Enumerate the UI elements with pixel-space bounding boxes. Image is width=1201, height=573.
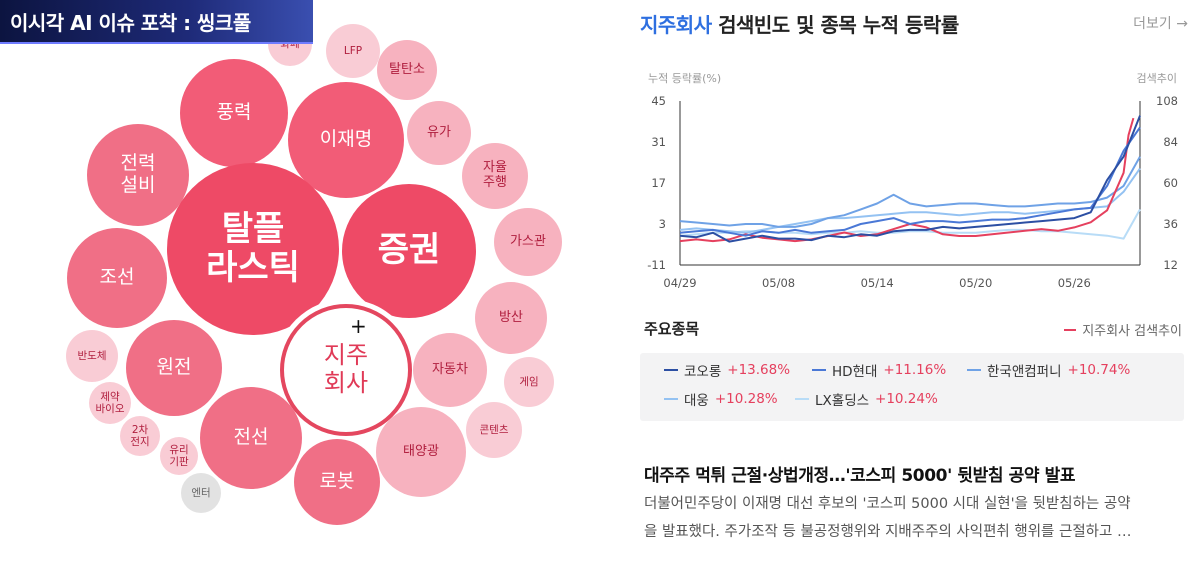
stock-name: HD현대	[832, 364, 878, 380]
y2-tick-label: 84	[1163, 135, 1178, 149]
x-tick-label: 05/20	[959, 276, 992, 290]
theme-bubble[interactable]: 방산	[475, 282, 547, 354]
stock-change: +10.74%	[1067, 362, 1131, 378]
theme-bubble[interactable]: 전력 설비	[87, 124, 189, 226]
stock-list: 코오롱 +13.68% HD현대 +11.16% 한국앤컴퍼니 +10.74% 대웅 +10.…	[640, 353, 1184, 421]
section-title: 주요종목	[644, 320, 700, 338]
search-frequency-chart: 누적 등락률(%) 검색추이 45 31 17 3 -11 108 84 60 36 12 04/29 0…	[647, 72, 1178, 290]
theme-bubble[interactable]: 태양광	[376, 407, 466, 497]
theme-bubble[interactable]: 전선	[200, 387, 302, 489]
panel-keyword: 지주회사	[640, 13, 712, 37]
series-line	[679, 115, 1141, 243]
y-tick-label: 45	[651, 94, 666, 108]
stock-change: +10.28%	[714, 391, 778, 407]
banner-title: 이시각 AI 이슈 포착 : 씽크풀	[10, 11, 251, 35]
theme-bubble[interactable]: 탈플 라스틱	[167, 163, 339, 335]
legend-label: 지주회사 검색추이	[1082, 324, 1182, 339]
stock-item[interactable]: 대웅 +10.28%	[664, 389, 778, 409]
theme-bubble[interactable]: 반도체	[66, 330, 118, 382]
stock-name: 한국앤컴퍼니	[987, 364, 1062, 380]
theme-bubble[interactable]: 가스관	[494, 208, 562, 276]
stock-item[interactable]: 코오롱 +13.68%	[664, 360, 790, 380]
y2-tick-label: 60	[1163, 176, 1178, 190]
stock-color-swatch	[664, 398, 678, 400]
y2-tick-label: 12	[1163, 258, 1178, 272]
theme-bubble[interactable]: 풍력	[180, 59, 288, 167]
stock-name: 대웅	[684, 393, 709, 409]
theme-bubble[interactable]: 제약 바이오	[89, 382, 131, 424]
stock-color-swatch	[664, 369, 678, 371]
search-trend-legend: 지주회사 검색추이	[1064, 320, 1182, 339]
x-tick-label: 05/26	[1058, 276, 1091, 290]
theme-bubble[interactable]: 유가	[407, 101, 471, 165]
news-body: 더불어민주당이 이재명 대선 후보의 '코스피 5000 시대 실현'을 뒷받침…	[644, 490, 1184, 546]
series-line	[679, 156, 1141, 228]
stock-item[interactable]: HD현대 +11.16%	[812, 360, 946, 380]
more-link[interactable]: 더보기 →	[1133, 16, 1188, 32]
y-axis-title: 누적 등락률(%)	[648, 72, 721, 85]
theme-bubble[interactable]: 콘텐츠	[466, 402, 522, 458]
panel-title-rest: 검색빈도 및 종목 누적 등락률	[711, 13, 959, 37]
mouse-cursor: +	[350, 314, 367, 338]
stock-color-swatch	[967, 369, 981, 371]
x-tick-label: 05/14	[861, 276, 894, 290]
y-tick-label: 3	[659, 217, 666, 231]
theme-bubble[interactable]: 엔터	[181, 473, 221, 513]
stock-name: 코오롱	[684, 364, 722, 380]
theme-bubble[interactable]: 탈탄소	[377, 40, 437, 100]
stock-item[interactable]: 한국앤컴퍼니 +10.74%	[967, 360, 1130, 380]
y2-tick-label: 36	[1163, 217, 1178, 231]
theme-bubble[interactable]: 자동차	[413, 333, 487, 407]
theme-detail-panel: 지주회사 검색빈도 및 종목 누적 등락률 더보기 → 누적 등락률(%) 검색추…	[640, 0, 1201, 573]
stock-color-swatch	[812, 369, 826, 371]
y-tick-label: 17	[651, 176, 666, 190]
theme-bubble[interactable]: 게임	[504, 357, 554, 407]
theme-bubble[interactable]: 로봇	[294, 439, 380, 525]
stock-change: +13.68%	[727, 362, 791, 378]
panel-title: 지주회사 검색빈도 및 종목 누적 등락률	[640, 9, 959, 38]
theme-bubble[interactable]: 이재명	[288, 82, 404, 198]
theme-bubble[interactable]: LFP	[326, 24, 380, 78]
x-tick-label: 05/08	[762, 276, 795, 290]
theme-bubble[interactable]: 지주 회사	[280, 304, 412, 436]
series-line	[679, 126, 1141, 237]
theme-bubble[interactable]: 2차 전지	[120, 416, 160, 456]
stock-change: +10.24%	[875, 391, 938, 407]
stock-color-swatch	[795, 398, 809, 400]
program-banner: 이시각 AI 이슈 포착 : 씽크풀	[0, 0, 313, 44]
x-tick-label: 04/29	[663, 276, 696, 290]
theme-bubble[interactable]: 자율 주행	[462, 143, 528, 209]
theme-bubble[interactable]: 원전	[126, 320, 222, 416]
stock-item[interactable]: LX홀딩스 +10.24%	[795, 389, 938, 409]
theme-bubble[interactable]: 조선	[67, 228, 167, 328]
news-line: 더불어민주당이 이재명 대선 후보의 '코스피 5000 시대 실현'을 뒷받침…	[644, 496, 1131, 512]
y2-tick-label: 108	[1156, 94, 1178, 108]
theme-bubble[interactable]: 유리 기판	[160, 437, 198, 475]
y-tick-label: -11	[647, 258, 666, 272]
theme-bubble[interactable]: 증권	[342, 184, 476, 318]
y-tick-label: 31	[651, 135, 666, 149]
stock-change: +11.16%	[883, 362, 947, 378]
news-line: 을 발표했다. 주가조작 등 불공정행위와 지배주주의 사익편취 행위를 근절하…	[644, 524, 1132, 540]
y2-axis-title: 검색추이	[1137, 72, 1177, 85]
stock-name: LX홀딩스	[815, 393, 870, 409]
news-headline[interactable]: 대주주 먹튀 근절·상법개정…'코스피 5000' 뒷받침 공약 발표	[644, 466, 1076, 486]
legend-swatch	[1064, 328, 1077, 331]
